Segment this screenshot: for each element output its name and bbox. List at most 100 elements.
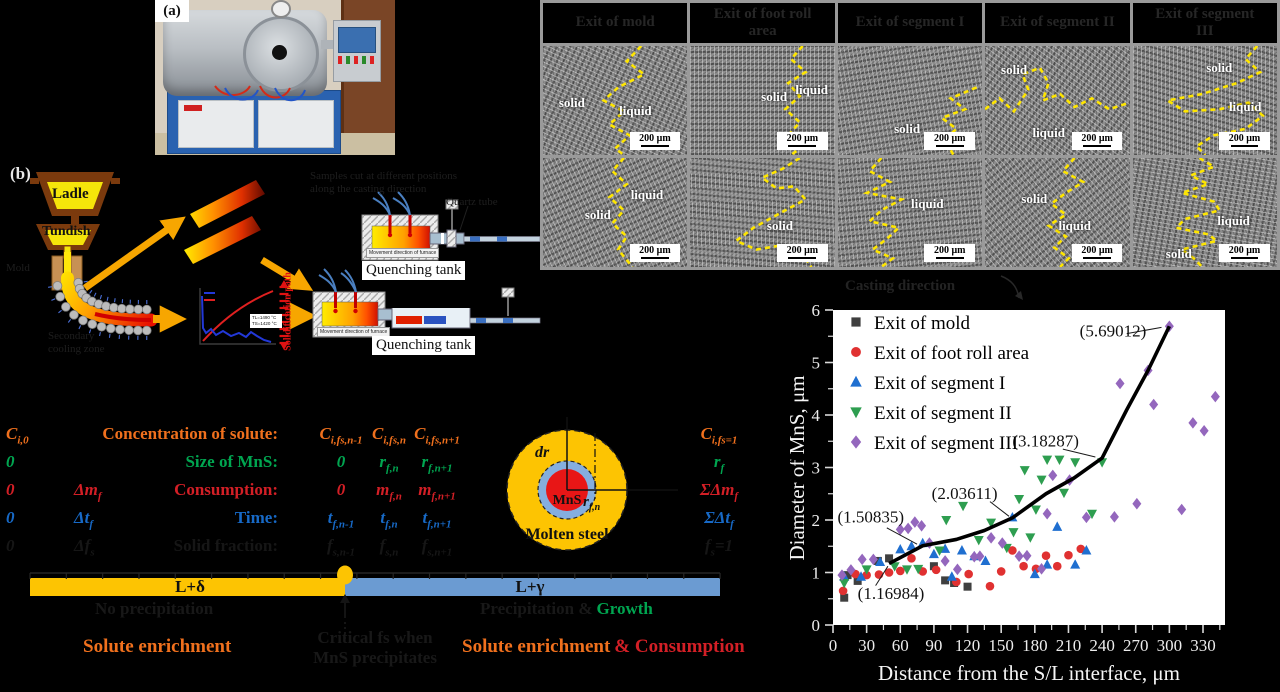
- solute-cell-time: tf,n: [380, 508, 398, 531]
- critical-fs-note: Critical fs when MnS precipitates: [313, 628, 437, 667]
- solute-cell-size: 0: [336, 452, 346, 471]
- micrograph-panel: solid liquid 200 μm: [1132, 46, 1277, 155]
- y-tick-label: 1: [812, 564, 821, 583]
- data-marker: [1036, 475, 1047, 485]
- phase-region-label: solid: [558, 94, 585, 110]
- ladle-icon: [30, 172, 120, 226]
- phase-region-label: solid: [584, 206, 611, 222]
- data-marker: [985, 581, 995, 591]
- sl-boundary-line: [737, 158, 812, 267]
- solute-cell-size: Size of MnS:: [185, 452, 278, 471]
- sl-boundary-line: [1167, 46, 1262, 155]
- micrograph-panel: solid liquid 200 μm: [985, 46, 1130, 155]
- secondary-cooling-note: Secondary cooling zone: [48, 330, 105, 356]
- scale-bar: 200 μm: [777, 132, 828, 150]
- solute-cell-solid-fraction: fs,n+1: [421, 536, 453, 559]
- data-marker: [1014, 495, 1025, 505]
- scale-bar: 200 μm: [924, 244, 975, 262]
- phase-gamma-label: L+γ: [515, 577, 545, 596]
- data-marker: [1025, 533, 1036, 543]
- data-marker: [1052, 561, 1062, 571]
- casting-direction-note: Casting direction: [845, 278, 956, 294]
- y-tick-label: 2: [812, 511, 821, 530]
- solute-cell-time: 0: [6, 508, 15, 527]
- x-tick-label: 270: [1123, 636, 1149, 655]
- scale-bar: 200 μm: [1071, 244, 1123, 262]
- data-marker: [885, 554, 894, 563]
- data-marker: [1177, 503, 1187, 516]
- x-tick-label: 120: [955, 636, 981, 655]
- phase-region-label: liquid: [795, 81, 828, 97]
- data-marker: [1058, 488, 1069, 499]
- y-tick-label: 3: [812, 459, 821, 478]
- sl-boundary-line: [604, 46, 644, 155]
- sl-boundary-line: [1176, 158, 1219, 267]
- scale-bar: 200 μm: [629, 132, 681, 150]
- data-marker: [986, 532, 996, 544]
- legend-label: Exit of segment I: [874, 373, 1005, 394]
- tundish-label: Tundish: [42, 224, 91, 239]
- data-marker: [895, 523, 905, 536]
- data-marker: [1188, 417, 1198, 429]
- solute-cell-concentration: Concentration of solute:: [102, 424, 278, 443]
- data-marker: [941, 576, 950, 585]
- data-marker: [1081, 511, 1091, 524]
- data-marker: [1014, 550, 1024, 563]
- data-marker: [956, 545, 967, 555]
- x-tick-label: 0: [829, 636, 838, 655]
- data-marker: [1041, 551, 1051, 560]
- data-marker: [850, 407, 862, 419]
- data-marker: [1019, 561, 1028, 571]
- data-marker: [1042, 507, 1052, 520]
- phase-region-label: liquid: [1032, 125, 1065, 141]
- solute-cell-size: rf,n: [379, 452, 399, 475]
- data-marker: [1070, 458, 1081, 468]
- phase-delta-label: L+δ: [175, 577, 205, 596]
- data-marker: [838, 586, 848, 596]
- panel-b-label: (b): [10, 164, 31, 183]
- data-marker: [1132, 497, 1142, 510]
- x-tick-label: 180: [1022, 636, 1047, 655]
- x-tick-label: 330: [1190, 636, 1216, 655]
- mns-diameter-chart: 0 30 60 90 120 150 180 210 240 270 300 330 0 1 2 3 4 5 6 Di…: [790, 301, 1225, 685]
- solute-cell-solid-fraction: fs,n: [379, 536, 399, 559]
- quartz-tube-note: Quartz tube: [446, 196, 498, 208]
- cabinet-panel: [258, 100, 334, 148]
- hoses: [214, 85, 306, 102]
- data-marker: [903, 522, 913, 535]
- data-marker: [1037, 563, 1047, 575]
- data-marker: [996, 567, 1006, 576]
- solute-cell-size: rf,n+1: [421, 452, 453, 475]
- micrograph-panel: solid liquid 200 μm: [985, 158, 1130, 267]
- phase-region-label: liquid: [1058, 217, 1091, 233]
- trend-line: [888, 325, 1171, 566]
- control-buttons: [338, 56, 374, 64]
- x-tick-label: 150: [988, 636, 1014, 655]
- scale-bar: 200 μm: [924, 132, 975, 150]
- furnace-photo: (a): [155, 0, 395, 155]
- data-marker: [850, 375, 862, 387]
- scale-bar: 200 μm: [777, 244, 828, 262]
- x-tick-label: 90: [925, 636, 942, 655]
- data-marker: [907, 554, 916, 563]
- solute-cell-concentration: Ci,fs=1: [700, 424, 738, 447]
- data-marker: [839, 579, 850, 589]
- annotation-label: (5.69012): [1080, 321, 1147, 340]
- strand-core: [94, 312, 152, 322]
- data-marker: [902, 565, 912, 575]
- data-marker: [856, 571, 867, 581]
- legend-label: Exit of mold: [874, 313, 971, 334]
- data-marker: [980, 555, 991, 565]
- y-tick-label: 0: [812, 616, 821, 635]
- x-tick-label: 300: [1157, 636, 1183, 655]
- micrograph-panel: solid liquid 200 μm: [690, 46, 835, 155]
- cabinet-panel: [178, 100, 254, 148]
- x-tick-label: 30: [858, 636, 875, 655]
- data-marker: [975, 550, 985, 563]
- data-marker: [1070, 559, 1081, 569]
- solute-cell-consumption: Consumption:: [174, 480, 278, 499]
- solute-cell-time: tf,n-1: [327, 508, 355, 531]
- solute-cell-time: Time:: [234, 508, 278, 527]
- solute-cell-size: rf: [713, 452, 725, 475]
- phase-region-label: solid: [766, 217, 793, 233]
